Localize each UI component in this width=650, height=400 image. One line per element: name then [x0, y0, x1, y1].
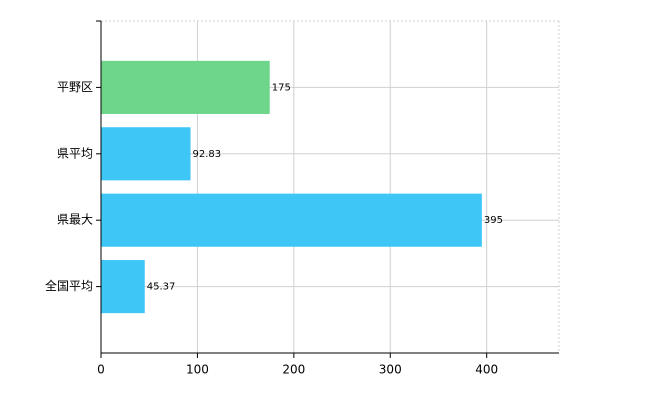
x-tick-label: 100: [186, 363, 209, 377]
y-tick-label: 全国平均: [45, 278, 93, 293]
bar: [101, 60, 270, 114]
bar: [101, 127, 191, 181]
value-label: 92.83: [193, 149, 222, 160]
x-tick-label: 200: [282, 363, 305, 377]
value-label: 45.37: [147, 282, 176, 293]
y-tick-label: 県平均: [57, 146, 93, 160]
x-tick-label: 400: [475, 363, 498, 377]
y-tick-label: 平野区: [57, 80, 93, 94]
value-label: 175: [272, 82, 291, 93]
y-tick-label: 県最大: [57, 213, 93, 227]
x-tick-label: 300: [379, 363, 402, 377]
bar: [101, 260, 145, 314]
value-label: 395: [484, 215, 503, 226]
x-tick-label: 0: [97, 363, 105, 377]
bar: [101, 193, 482, 247]
